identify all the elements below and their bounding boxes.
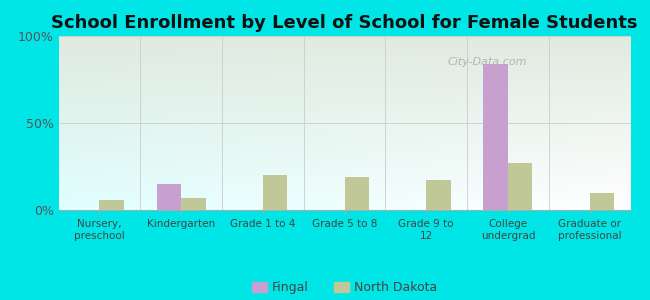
Bar [590, 193, 614, 210]
Bar [426, 180, 450, 210]
Text: City-Data.com: City-Data.com [447, 57, 527, 67]
Legend: Fingal, North Dakota: Fingal, North Dakota [252, 281, 437, 294]
Bar [263, 175, 287, 210]
Bar [508, 163, 532, 210]
Title: School Enrollment by Level of School for Female Students: School Enrollment by Level of School for… [51, 14, 638, 32]
Bar [181, 198, 205, 210]
Bar [99, 200, 124, 210]
Bar [157, 184, 181, 210]
Bar [484, 64, 508, 210]
Bar [344, 177, 369, 210]
